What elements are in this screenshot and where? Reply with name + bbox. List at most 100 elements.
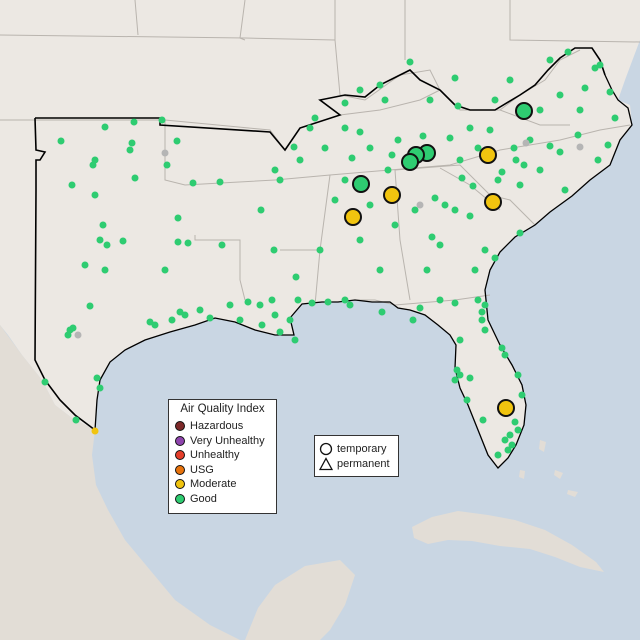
sensor-marker-good[interactable] <box>481 246 489 254</box>
sensor-marker-good[interactable] <box>536 166 544 174</box>
sensor-marker-good[interactable] <box>506 431 514 439</box>
sensor-marker-good[interactable] <box>581 84 589 92</box>
sensor-marker-good[interactable] <box>494 176 502 184</box>
sensor-marker-good[interactable] <box>606 88 614 96</box>
sensor-marker-good[interactable] <box>463 396 471 404</box>
sensor-marker-good[interactable] <box>128 139 136 147</box>
sensor-marker-good[interactable] <box>431 194 439 202</box>
sensor-marker-good[interactable] <box>316 246 324 254</box>
sensor-marker-good[interactable] <box>81 261 89 269</box>
sensor-marker-good[interactable] <box>611 114 619 122</box>
sensor-marker-good[interactable] <box>236 316 244 324</box>
sensor-marker-good[interactable] <box>436 296 444 304</box>
sensor-marker-good[interactable] <box>126 146 134 154</box>
sensor-marker-good[interactable] <box>291 336 299 344</box>
sensor-markers-nodata[interactable] <box>74 139 584 339</box>
sensor-marker-good[interactable] <box>478 308 486 316</box>
sensor-marker-good[interactable] <box>556 91 564 99</box>
sensor-marker-good[interactable] <box>466 374 474 382</box>
sensor-marker-good[interactable] <box>131 174 139 182</box>
sensor-marker-good[interactable] <box>466 124 474 132</box>
sensor-marker-good[interactable] <box>91 191 99 199</box>
sensor-marker-good[interactable] <box>478 316 486 324</box>
sensor-marker-good[interactable] <box>174 214 182 222</box>
sensor-marker-good[interactable] <box>311 114 319 122</box>
sensor-marker-good[interactable] <box>498 344 506 352</box>
sensor-marker-good[interactable] <box>348 154 356 162</box>
sensor-marker-good[interactable] <box>501 436 509 444</box>
sensor-marker-good[interactable] <box>290 143 298 151</box>
sensor-marker-good[interactable] <box>469 182 477 190</box>
sensor-marker-good[interactable] <box>516 181 524 189</box>
sensor-marker-good[interactable] <box>474 296 482 304</box>
sensor-marker-good[interactable] <box>292 273 300 281</box>
sensor-marker-good[interactable] <box>481 326 489 334</box>
sensor-marker-good[interactable] <box>564 48 572 56</box>
sensor-marker-good[interactable] <box>520 161 528 169</box>
sensor-marker-good[interactable] <box>93 374 101 382</box>
sensor-marker-good[interactable] <box>378 308 386 316</box>
sensor-marker-good[interactable] <box>184 239 192 247</box>
sensor-marker-good[interactable] <box>456 336 464 344</box>
sensor-marker-good[interactable] <box>376 266 384 274</box>
sensor-marker-good[interactable] <box>268 296 276 304</box>
sensor-marker-good[interactable] <box>366 144 374 152</box>
sensor-marker-good[interactable] <box>258 321 266 329</box>
sensor-marker-good[interactable] <box>471 266 479 274</box>
sensor-marker-good[interactable] <box>394 136 402 144</box>
sensor-marker-good[interactable] <box>456 156 464 164</box>
sensor-marker-good[interactable] <box>458 174 466 182</box>
sensor-marker-moderate-small[interactable] <box>91 427 99 435</box>
sensor-marker-good[interactable] <box>436 241 444 249</box>
sensor-marker-good[interactable] <box>276 328 284 336</box>
sensor-marker-good[interactable] <box>546 142 554 150</box>
sensor-marker-good[interactable] <box>356 86 364 94</box>
sensor-marker-good[interactable] <box>518 391 526 399</box>
sensor-marker-good[interactable] <box>271 166 279 174</box>
sensor-marker-good[interactable] <box>510 144 518 152</box>
sensor-marker-good[interactable] <box>556 148 564 156</box>
sensor-marker-good[interactable] <box>57 137 65 145</box>
sensor-marker-good[interactable] <box>446 134 454 142</box>
sensor-marker-good[interactable] <box>491 254 499 262</box>
sensor-marker-good[interactable] <box>426 96 434 104</box>
sensor-marker-good[interactable] <box>474 144 482 152</box>
sensor-marker-good[interactable] <box>561 186 569 194</box>
sensor-marker-good[interactable] <box>479 416 487 424</box>
sensor-marker-good[interactable] <box>451 74 459 82</box>
sensor-marker-good[interactable] <box>256 301 264 309</box>
sensor-markers-small[interactable] <box>41 48 619 459</box>
sensor-marker-good[interactable] <box>441 201 449 209</box>
sensor-marker-good[interactable] <box>69 324 77 332</box>
sensor-marker-good[interactable] <box>384 166 392 174</box>
sensor-marker-good[interactable] <box>411 206 419 214</box>
sensor-marker-good[interactable] <box>341 99 349 107</box>
sensor-marker-good[interactable] <box>206 314 214 322</box>
sensor-marker-good[interactable] <box>508 441 516 449</box>
sensor-marker-good[interactable] <box>257 206 265 214</box>
sensor-marker-good[interactable] <box>498 168 506 176</box>
sensor-marker-good[interactable] <box>41 378 49 386</box>
sensor-marker-good[interactable] <box>96 384 104 392</box>
sensor-marker-good[interactable] <box>196 306 204 314</box>
sensor-marker-good[interactable] <box>501 351 509 359</box>
sensor-marker-good[interactable] <box>151 321 159 329</box>
sensor-marker-good[interactable] <box>163 161 171 169</box>
sensor-marker-good[interactable] <box>576 106 584 114</box>
sensor-marker-good[interactable] <box>419 132 427 140</box>
sensor-marker-good[interactable] <box>270 246 278 254</box>
sensor-marker-good[interactable] <box>89 161 97 169</box>
sensor-marker-good[interactable] <box>388 151 396 159</box>
sensor-marker-good[interactable] <box>101 123 109 131</box>
sensor-marker-good[interactable] <box>596 61 604 69</box>
sensor-marker-good[interactable] <box>466 212 474 220</box>
sensor-marker-good[interactable] <box>99 221 107 229</box>
sensor-marker-good[interactable] <box>331 196 339 204</box>
sensor-marker-good[interactable] <box>428 233 436 241</box>
sensor-marker-good[interactable] <box>356 128 364 136</box>
sensor-marker-good[interactable] <box>409 316 417 324</box>
sensor-marker-good[interactable] <box>158 116 166 124</box>
sensor-markers-large[interactable] <box>344 102 533 417</box>
sensor-marker-good[interactable] <box>491 96 499 104</box>
sensor-marker-good[interactable] <box>286 316 294 324</box>
